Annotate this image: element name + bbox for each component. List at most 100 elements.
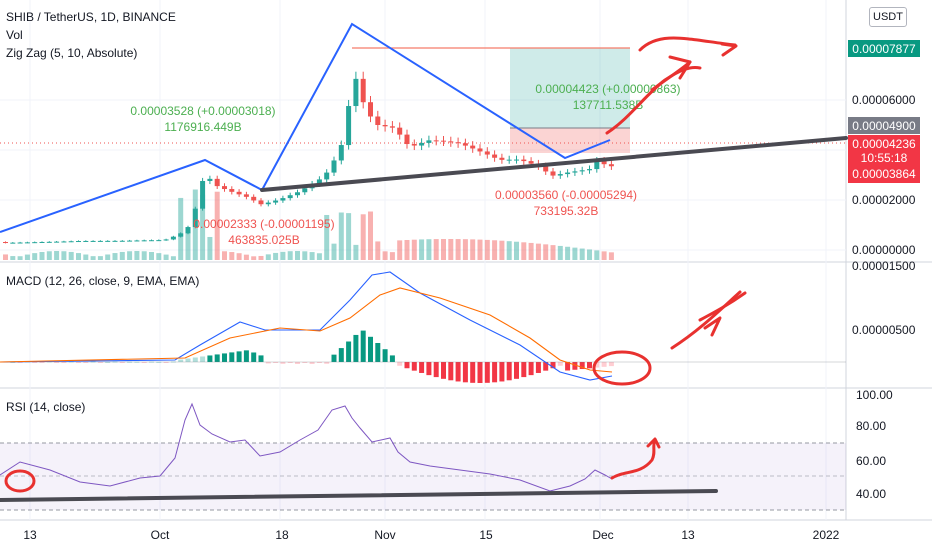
volume-bar [389, 252, 395, 260]
volume-bar [229, 252, 235, 260]
volume-bar [83, 254, 89, 260]
macd-histogram-bar [17, 362, 23, 363]
zigzag-label-up-1: 0.00003528 (+0.00003018) [130, 104, 275, 118]
macd-histogram-bar [587, 362, 592, 369]
macd-histogram-bar [492, 362, 498, 383]
volume-bar [433, 239, 439, 260]
currency-button[interactable]: USDT [869, 7, 907, 27]
macd-histogram-bar [251, 352, 257, 362]
macd-legend[interactable]: MACD (12, 26, close, 9, EMA, EMA) [6, 274, 199, 288]
candle-body [170, 236, 176, 240]
long-position-profit-zone[interactable] [510, 48, 630, 128]
price-tick-label: 0.00000000 [852, 243, 916, 257]
rsi-legend[interactable]: RSI (14, close) [6, 400, 85, 414]
rsi-tick-label: 40.00 [856, 487, 886, 501]
volume-bar [528, 242, 534, 260]
candle-body [353, 78, 359, 107]
volume-bar [462, 239, 468, 260]
symbol-legend[interactable]: SHIB / TetherUS, 1D, BINANCE [6, 10, 176, 24]
macd-histogram-bar [295, 362, 300, 364]
candle-body [550, 171, 556, 176]
drawing-arrowhead-mid [668, 55, 692, 80]
rsi-line [0, 402, 613, 492]
macd-histogram-bar [557, 362, 563, 366]
volume-bar [521, 242, 527, 260]
hand-drawing[interactable] [4, 36, 747, 493]
candle-body [455, 142, 461, 144]
drawing-circle-macd [592, 350, 652, 386]
macd-histogram-bar [141, 362, 147, 363]
volume-bar [280, 251, 286, 260]
candle-body [324, 172, 330, 180]
candle-body [587, 169, 592, 171]
macd-histogram-bar [397, 362, 403, 366]
volume-bar [24, 254, 30, 260]
macd-histogram-bar [302, 362, 308, 363]
volume-bar [543, 244, 549, 260]
zigzag-label-down-1: 0.00003560 (-0.00005294) [495, 188, 637, 202]
candle-body [3, 242, 8, 244]
macd-histogram-bar [214, 354, 220, 362]
volume-bar [119, 251, 125, 260]
macd-histogram-bar [455, 362, 461, 382]
volume-bar [46, 251, 52, 260]
rsi-trend-line[interactable] [0, 489, 718, 502]
volume-bar [68, 251, 74, 260]
volume-bar [411, 239, 417, 260]
zigzag-legend[interactable]: Zig Zag (5, 10, Absolute) [6, 46, 137, 60]
candle-body [462, 143, 468, 146]
macd-histogram-bar [470, 362, 476, 383]
low-price-badge-text: 0.00003864 [852, 167, 916, 181]
candle-body [411, 144, 417, 146]
volume-bar [243, 254, 249, 260]
candle-body [134, 240, 140, 242]
candle-body [222, 186, 227, 190]
volume-bar [258, 255, 264, 260]
macd-histogram-bar [441, 362, 446, 379]
volume-bar [404, 239, 410, 260]
volume-bar [382, 251, 388, 260]
macd-histogram-bar [368, 336, 373, 362]
macd-histogram-bar [39, 362, 45, 363]
volume-bar [112, 253, 118, 260]
macd-histogram-bar [572, 362, 578, 370]
zigzag-label-up-1-volume: 1176916.449B [164, 120, 241, 134]
rsi-axis[interactable]: 100.00 80.00 60.00 40.00 [856, 388, 893, 501]
long-position-stop-zone[interactable] [510, 128, 630, 153]
macd-histogram-bar [97, 362, 103, 363]
volume-bar [331, 243, 337, 260]
macd-histogram-bar [411, 362, 417, 371]
volume-bar [222, 251, 227, 260]
support-trend-line[interactable] [260, 136, 848, 192]
rsi-tick-label: 100.00 [856, 388, 893, 402]
candle-body [105, 240, 111, 242]
candlestick-series [3, 71, 614, 244]
candle-body [572, 171, 578, 173]
volume-legend[interactable]: Vol [6, 28, 23, 42]
candle-body [484, 151, 490, 155]
time-tick-label: 2022 [813, 528, 840, 542]
candle-body [397, 127, 403, 135]
volume-bar [295, 251, 300, 260]
macd-histogram-bar [10, 361, 16, 363]
price-tick-label: 0.00002000 [852, 193, 916, 207]
volume-bar [90, 256, 96, 260]
candle-body [229, 189, 235, 192]
zigzag-label-up-2-volume: 137711.538B [573, 98, 644, 112]
macd-histogram-bar [521, 362, 527, 378]
macd-histogram-bar [163, 362, 169, 363]
macd-histogram-bar [83, 362, 89, 363]
zigzag-line[interactable] [0, 22, 611, 233]
macd-histogram-bar [236, 351, 242, 362]
time-tick-label: Nov [374, 528, 395, 542]
candle-body [32, 242, 38, 244]
candle-body [514, 159, 519, 161]
macd-axis[interactable]: 0.00001500 0.00000500 [852, 259, 916, 337]
volume-bar [207, 236, 213, 260]
time-axis[interactable]: 13 Oct 18 Nov 15 Dec 13 2022 [23, 528, 839, 542]
volume-bar [426, 239, 432, 260]
macd-histogram-bar [207, 355, 213, 362]
candle-body [579, 170, 585, 172]
candle-body [273, 200, 279, 203]
candle-body [338, 145, 344, 161]
